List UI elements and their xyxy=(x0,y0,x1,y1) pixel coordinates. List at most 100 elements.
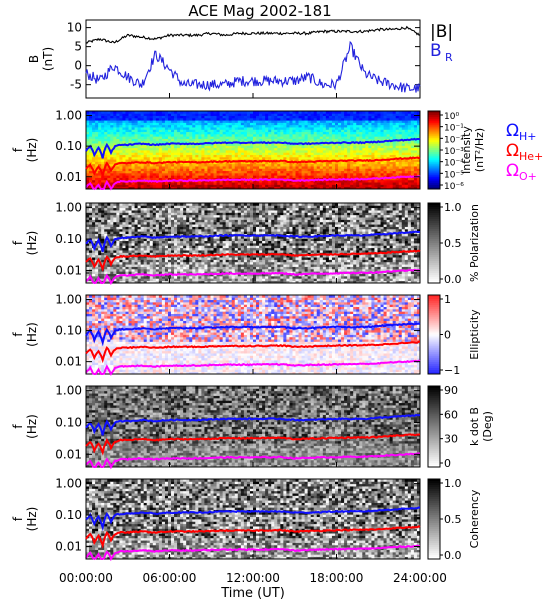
freq-tick-label: 0.01 xyxy=(55,263,82,277)
k-dot-b-colorbar-frame xyxy=(427,385,441,468)
freq-y-label: f xyxy=(11,424,25,429)
ellipticity-colorbar-label: Ellipticity xyxy=(468,309,481,360)
freq-tick-label: 1.00 xyxy=(55,108,82,122)
he-plus-gyrofrequency-line xyxy=(85,433,421,456)
panel-coherency: 1.00 0.10 0.01 f (Hz) 1.0 0.5 0.0 Coherency xyxy=(11,477,481,562)
freq-tick-label: 1.00 xyxy=(55,384,82,398)
freq-tick-label: 0.10 xyxy=(55,232,82,246)
mag-y-units: (nT) xyxy=(41,47,55,71)
magnetic-field-frame xyxy=(85,19,421,99)
x-axis-label: Time (UT) xyxy=(220,586,285,600)
colorbar-tick-label: 10⁻³ xyxy=(444,147,464,157)
h-plus-gyrofrequency-line xyxy=(85,413,421,436)
x-tick-label: 06:00:00 xyxy=(143,571,197,585)
legend-b-radial: B xyxy=(430,41,442,61)
freq-tick-label: 0.10 xyxy=(55,415,82,429)
x-tick-label: 00:00:00 xyxy=(59,571,113,585)
colorbar-tick-label: 10⁻⁴ xyxy=(444,159,464,169)
polarization-spectrogram xyxy=(86,203,421,284)
colorbar-tick-label: 1.0 xyxy=(444,201,462,214)
freq-tick-label: 0.01 xyxy=(55,355,82,369)
freq-tick-label: 0.01 xyxy=(55,539,82,553)
figure-title: ACE Mag 2002-181 xyxy=(188,2,331,20)
mag-y-tick-label: 10 xyxy=(67,21,82,35)
o-plus-gyrofrequency-line xyxy=(85,544,421,562)
polarization-colorbar: 1.0 0.5 0.0 % Polarization xyxy=(427,201,481,286)
freq-y-label: f xyxy=(11,240,25,245)
freq-tick-label: 0.01 xyxy=(55,447,82,461)
legend-o-plus-subscript: O+ xyxy=(519,170,537,183)
panel-polarization: 1.00 0.10 0.01 f (Hz) 1.0 0.5 0.0 % Polarization xyxy=(11,201,481,286)
he-plus-gyrofrequency-line xyxy=(85,156,421,179)
freq-tick-label: 0.10 xyxy=(55,508,82,522)
freq-tick-label: 1.00 xyxy=(55,477,82,491)
intensity-colorbar: 10⁰ 10⁻¹10⁻² 10⁻³ 10⁻⁴10⁻⁵ 10⁻⁶ Intensity (nT²… xyxy=(427,110,486,192)
colorbar-tick-label: 1 xyxy=(444,293,451,306)
freq-tick-label: 0.01 xyxy=(55,170,82,184)
colorbar-tick-label: 10⁻¹ xyxy=(444,124,464,134)
o-plus-gyrofrequency-line xyxy=(85,174,421,191)
colorbar-tick-label: 0.0 xyxy=(444,273,462,286)
k-dot-b-colorbar-units: (Deg) xyxy=(481,411,494,442)
panel-intensity: 1.00 0.10 0.01 f (Hz) 10⁰ 10⁻¹10⁻² 10⁻³ 10⁻⁴10⁻⁵… xyxy=(11,108,486,192)
coherency-spectrogram xyxy=(86,479,421,560)
freq-y-label: f xyxy=(11,332,25,337)
x-tick-label: 18:00:00 xyxy=(310,571,364,585)
colorbar-tick-label: 0 xyxy=(444,329,451,342)
he-plus-gyrofrequency-line xyxy=(85,340,420,364)
b-total-line xyxy=(85,25,421,44)
h-plus-gyrofrequency-line xyxy=(85,230,421,253)
intensity-spectrogram xyxy=(86,111,421,190)
legend-he-plus-symbol: Ω xyxy=(506,141,519,161)
colorbar-tick-label: −1 xyxy=(444,364,460,377)
mag-y-tick-label: 5 xyxy=(74,40,82,54)
legend-b-total: |B| xyxy=(430,22,453,42)
b-radial-line xyxy=(85,40,421,93)
ellipticity-colorbar: 1 0 −1 Ellipticity xyxy=(427,293,481,377)
panel-ellipticity: 1.00 0.10 0.01 f (Hz) 1 0 −1 Ellipticity xyxy=(11,293,481,377)
colorbar-tick-label: 10⁰ xyxy=(444,112,459,122)
colorbar-tick-label: 60 xyxy=(444,408,458,421)
freq-y-label: f xyxy=(11,516,25,521)
ellipticity-spectrogram xyxy=(86,295,421,375)
freq-y-label: f xyxy=(11,147,25,152)
freq-tick-label: 1.00 xyxy=(55,201,82,215)
coherency-colorbar: 1.0 0.5 0.0 Coherency xyxy=(427,477,481,562)
x-tick-label: 24:00:00 xyxy=(393,571,447,585)
mag-y-label: B xyxy=(27,55,41,63)
k-dot-b-colorbar: 90 60 30 0 k dot B (Deg) xyxy=(427,384,494,470)
freq-y-units: (Hz) xyxy=(25,138,39,163)
k-dot-b-colorbar-label: k dot B xyxy=(468,407,481,446)
legend-he-plus-subscript: He+ xyxy=(519,150,543,163)
x-tick-labels: 00:00:00 06:00:00 12:00:00 18:00:00 24:00:00 xyxy=(59,571,447,585)
legend-h-plus-subscript: H+ xyxy=(519,130,537,143)
coherency-colorbar-label: Coherency xyxy=(468,489,481,548)
freq-tick-label: 1.00 xyxy=(55,293,82,307)
colorbar-tick-label: 0.0 xyxy=(444,549,462,562)
panel-k-dot-b: 1.00 0.10 0.01 f (Hz) 90 60 30 0 k dot B (Deg) xyxy=(11,384,494,470)
colorbar-tick-label: 1.0 xyxy=(444,477,462,490)
o-plus-gyrofrequency-line xyxy=(85,452,420,470)
colorbar-tick-label: 10⁻⁵ xyxy=(444,170,464,180)
colorbar-tick-label: 10⁻² xyxy=(444,135,464,145)
freq-y-units: (Hz) xyxy=(25,322,39,347)
colorbar-tick-label: 0.5 xyxy=(444,237,462,250)
mag-y-tick-label: -5 xyxy=(70,78,82,92)
intensity-colorbar-label: Intensity xyxy=(460,126,473,174)
colorbar-tick-label: 0.5 xyxy=(444,513,462,526)
legend-o-plus-symbol: Ω xyxy=(506,161,519,181)
gyrofrequency-legend: Ω H+Ω He+Ω O+ xyxy=(506,121,543,183)
intensity-colorbar-units: (nT²/Hz) xyxy=(473,128,486,172)
polarization-colorbar-label: % Polarization xyxy=(468,204,481,282)
h-plus-gyrofrequency-line xyxy=(85,322,421,347)
legend-h-plus-symbol: Ω xyxy=(506,121,519,141)
freq-y-units: (Hz) xyxy=(25,507,39,532)
colorbar-tick-label: 0 xyxy=(444,457,451,470)
colorbar-tick-label: 30 xyxy=(444,433,458,446)
mag-y-tick-label: 0 xyxy=(74,59,82,73)
freq-tick-label: 0.10 xyxy=(55,139,82,153)
colorbar-tick-label: 90 xyxy=(444,384,458,397)
freq-y-units: (Hz) xyxy=(25,414,39,439)
